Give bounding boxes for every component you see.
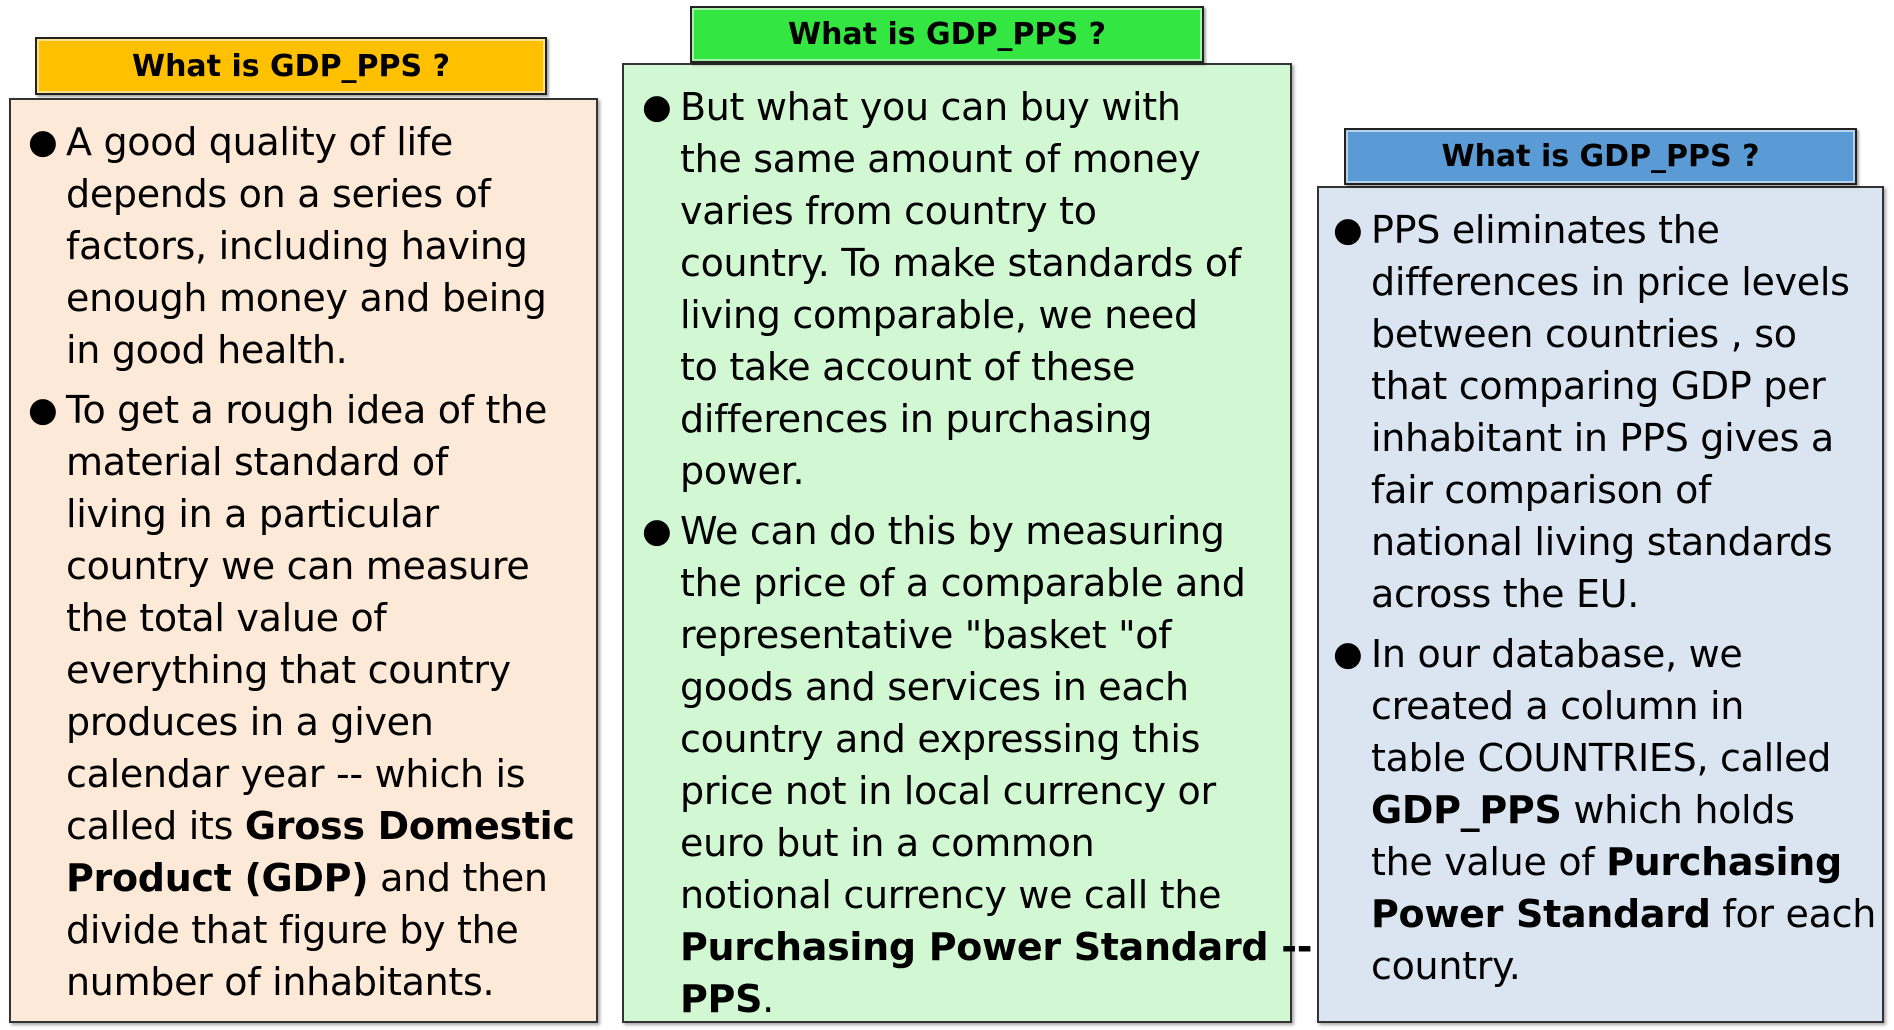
bullet-dot-icon: ● — [1333, 634, 1363, 674]
text-line: differences in price levels — [1371, 260, 1850, 304]
text-line: living comparable, we need — [680, 293, 1198, 337]
text-line: in good health. — [66, 328, 348, 372]
text-line: created a column in — [1371, 684, 1745, 728]
text-line: PPS eliminates the — [1371, 208, 1720, 252]
bullet-dot-icon: ● — [28, 390, 58, 430]
text-line: factors, including having — [66, 224, 528, 268]
text-line: to take account of these — [680, 345, 1136, 389]
bullet-dot-icon: ● — [28, 122, 58, 162]
text-line: Purchasing Power Standard -- — [680, 921, 1312, 973]
text-line: calendar year -- which is — [66, 752, 526, 796]
text-line: number of inhabitants. — [66, 960, 495, 1004]
panel-1-body: ● A good quality of life depends on a se… — [9, 98, 598, 1023]
text-line: Power Standard for each — [1371, 888, 1876, 940]
text-line: euro but in a common — [680, 821, 1095, 865]
text-line: PPS. — [680, 973, 1312, 1025]
text-line: between countries , so — [1371, 312, 1797, 356]
text-line: national living standards — [1371, 520, 1833, 564]
text-line: We can do this by measuring — [680, 509, 1225, 553]
text-line: enough money and being — [66, 276, 547, 320]
panel-3-title: What is GDP_PPS ? — [1441, 139, 1760, 174]
text-line: power. — [680, 449, 805, 493]
text-line: everything that country — [66, 648, 511, 692]
bullet-dot-icon: ● — [642, 511, 672, 551]
bullet-item: ● A good quality of life depends on a se… — [28, 116, 575, 376]
text-line: Product (GDP) and then — [66, 852, 575, 904]
panel-1-bullet-list: ● A good quality of life depends on a se… — [28, 116, 575, 1008]
text-run: the value of — [1371, 840, 1607, 884]
panel-3-title-tab: What is GDP_PPS ? — [1344, 128, 1857, 185]
text-line: goods and services in each — [680, 665, 1189, 709]
term-purchasing: Purchasing — [1606, 840, 1842, 884]
panel-2-body: ● But what you can buy with the same amo… — [622, 63, 1312, 1023]
bullet-dot-icon: ● — [1333, 210, 1363, 250]
bullet-item: ● We can do this by measuring the price … — [642, 505, 1312, 1025]
text-line: called its Gross Domestic — [66, 800, 575, 852]
text-line: the price of a comparable and — [680, 561, 1246, 605]
text-line: inhabitant in PPS gives a — [1371, 416, 1834, 460]
text-line: notional currency we call the — [680, 873, 1222, 917]
text-line: differences in purchasing — [680, 397, 1153, 441]
text-line: representative "basket "of — [680, 613, 1172, 657]
text-line: table COUNTRIES, called — [1371, 736, 1832, 780]
text-line: country. — [1371, 944, 1521, 988]
text-line: varies from country to — [680, 189, 1097, 233]
text-line: living in a particular — [66, 492, 439, 536]
term-product-gdp: Product (GDP) — [66, 856, 369, 900]
text-run: and then — [368, 856, 548, 900]
text-line: produces in a given — [66, 700, 434, 744]
bullet-item: ● To get a rough idea of the material st… — [28, 384, 575, 1008]
text-line: the total value of — [66, 596, 387, 640]
panel-2-bullet-list: ● But what you can buy with the same amo… — [642, 81, 1312, 1025]
term-pps: PPS — [680, 977, 763, 1021]
text-run: . — [762, 977, 774, 1021]
text-line: across the EU. — [1371, 572, 1640, 616]
text-line: price not in local currency or — [680, 769, 1216, 813]
text-run: called its — [66, 804, 245, 848]
text-line: country and expressing this — [680, 717, 1201, 761]
bullet-item: ● PPS eliminates the differences in pric… — [1333, 204, 1876, 620]
text-line: that comparing GDP per — [1371, 364, 1826, 408]
term-power-standard: Power Standard — [1371, 892, 1711, 936]
bullet-dot-icon: ● — [642, 87, 672, 127]
text-line: the value of Purchasing — [1371, 836, 1876, 888]
panel-2-title: What is GDP_PPS ? — [787, 17, 1106, 52]
text-run: which holds — [1561, 788, 1795, 832]
text-line: GDP_PPS which holds — [1371, 784, 1876, 836]
bullet-item: ● But what you can buy with the same amo… — [642, 81, 1312, 497]
panel-1-title-tab: What is GDP_PPS ? — [35, 37, 547, 95]
text-line: depends on a series of — [66, 172, 491, 216]
text-line: A good quality of life — [66, 120, 453, 164]
text-line: material standard of — [66, 440, 448, 484]
panel-2-title-tab: What is GDP_PPS ? — [690, 6, 1204, 63]
text-line: divide that figure by the — [66, 908, 519, 952]
panel-1-title: What is GDP_PPS ? — [131, 48, 450, 84]
panel-3-body: ● PPS eliminates the differences in pric… — [1317, 186, 1884, 1023]
text-line: country. To make standards of — [680, 241, 1241, 285]
text-line: country we can measure — [66, 544, 530, 588]
term-purchasing-power-standard: Purchasing Power Standard -- — [680, 925, 1313, 969]
bullet-item: ● In our database, we created a column i… — [1333, 628, 1876, 992]
text-run: for each — [1710, 892, 1876, 936]
term-gdp-pps: GDP_PPS — [1371, 788, 1562, 832]
text-line: the same amount of money — [680, 137, 1201, 181]
text-line: But what you can buy with — [680, 85, 1181, 129]
text-line: In our database, we — [1371, 632, 1743, 676]
term-gross-domestic: Gross Domestic — [244, 804, 575, 848]
panel-3-bullet-list: ● PPS eliminates the differences in pric… — [1333, 204, 1876, 992]
text-line: To get a rough idea of the — [66, 388, 548, 432]
text-line: fair comparison of — [1371, 468, 1712, 512]
